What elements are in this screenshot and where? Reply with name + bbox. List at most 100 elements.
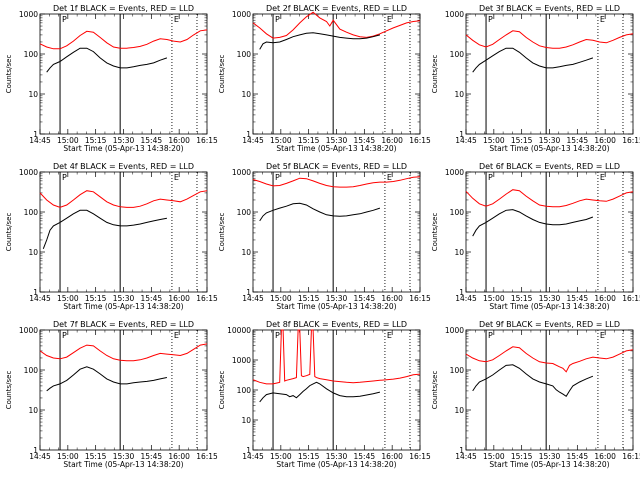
y-tick-label: 10 [454, 248, 464, 257]
y-axis-label: Counts/sec [218, 55, 226, 94]
x-axis-label: Start Time (05-Apr-13 14:38:20) [63, 144, 183, 153]
y-tick-label: 1000 [19, 10, 38, 19]
x-tick-label: 15:45 [141, 294, 163, 303]
x-tick-label: 15:45 [567, 452, 589, 461]
x-tick-label: 16:00 [594, 452, 616, 461]
x-tick-label: 16:15 [196, 136, 218, 145]
series-line-lld [252, 176, 421, 188]
x-axis-label: Start Time (05-Apr-13 14:38:20) [63, 460, 183, 469]
x-tick-label: 15:00 [57, 136, 79, 145]
series-line-lld [39, 190, 208, 208]
x-tick-label: 16:00 [381, 452, 403, 461]
x-tick-label: 16:15 [622, 136, 640, 145]
y-tick-label: 100 [237, 50, 252, 59]
y-axis-label: Counts/sec [218, 213, 226, 252]
chart-panel-3: Det 3f BLACK = Events, RED = LLD 1 10 100 10… [431, 4, 640, 153]
y-tick-label: 10 [454, 90, 464, 99]
x-tick-label: 14:45 [455, 452, 477, 461]
marker-label: E [387, 331, 392, 340]
marker-label: E [174, 173, 179, 182]
x-tick-label: 15:30 [113, 294, 135, 303]
x-tick-label: 15:00 [57, 294, 79, 303]
y-tick-label: 10 [28, 248, 38, 257]
x-tick-label: 16:00 [168, 294, 190, 303]
plot-frame [465, 329, 634, 451]
x-tick-label: 15:45 [354, 294, 376, 303]
chart-panel-1: Det 1f BLACK = Events, RED = LLD 1 10 100 10… [5, 4, 218, 153]
marker-label: E [387, 15, 392, 24]
x-tick-label: 15:45 [141, 452, 163, 461]
x-tick-label: 16:00 [594, 294, 616, 303]
x-axis-label: Start Time (05-Apr-13 14:38:20) [489, 460, 609, 469]
marker-label: P [275, 15, 280, 24]
y-tick-label: 1 [459, 446, 464, 455]
x-tick-label: 15:00 [270, 452, 292, 461]
chart-title: Det 2f BLACK = Events, RED = LLD [266, 4, 407, 13]
y-tick-label: 1 [246, 446, 251, 455]
marker-label: P [275, 331, 280, 340]
y-tick-label: 100 [237, 208, 252, 217]
y-tick-label: 100 [24, 208, 39, 217]
y-tick-label: 1000 [445, 326, 464, 335]
series-line-events [259, 202, 381, 222]
series-line-events [472, 47, 594, 73]
marker-label: E [387, 173, 392, 182]
series-line-lld [465, 346, 634, 373]
y-tick-label: 100 [24, 366, 39, 375]
x-tick-label: 16:00 [594, 136, 616, 145]
x-tick-label: 14:45 [29, 452, 51, 461]
y-axis-label: Counts/sec [218, 371, 226, 410]
x-tick-label: 16:15 [196, 294, 218, 303]
y-tick-label: 10 [241, 248, 251, 257]
y-tick-label: 1 [246, 288, 251, 297]
y-axis-label: Counts/sec [431, 55, 439, 94]
x-tick-label: 15:30 [539, 136, 561, 145]
x-tick-label: 14:45 [242, 294, 264, 303]
series-line-lld [252, 329, 421, 385]
y-tick-label: 1000 [232, 356, 251, 365]
y-tick-label: 100 [450, 208, 465, 217]
series-line-events [259, 32, 381, 50]
series-line-events [42, 209, 167, 249]
x-axis-label: Start Time (05-Apr-13 14:38:20) [63, 302, 183, 311]
y-tick-label: 100 [237, 386, 252, 395]
x-tick-label: 16:15 [409, 452, 431, 461]
chart-panel-7: Det 7f BLACK = Events, RED = LLD 1 10 100 10… [5, 320, 218, 469]
x-tick-label: 15:15 [85, 294, 107, 303]
plot-frame [465, 13, 634, 135]
marker-label: E [600, 173, 605, 182]
marker-label: E [174, 331, 179, 340]
y-axis-label: Counts/sec [5, 213, 13, 252]
chart-title: Det 9f BLACK = Events, RED = LLD [479, 320, 620, 329]
x-tick-label: 15:15 [298, 452, 320, 461]
x-tick-label: 16:15 [196, 452, 218, 461]
x-tick-label: 15:00 [57, 452, 79, 461]
marker-label: P [62, 173, 67, 182]
x-tick-label: 15:30 [326, 136, 348, 145]
x-tick-label: 15:45 [567, 136, 589, 145]
chart-panel-8: Det 8f BLACK = Events, RED = LLD 1 10 100 10… [218, 320, 431, 469]
y-tick-label: 1 [33, 130, 38, 139]
chart-title: Det 4f BLACK = Events, RED = LLD [53, 162, 194, 171]
x-tick-label: 15:00 [483, 136, 505, 145]
y-tick-label: 1000 [445, 168, 464, 177]
marker-label: P [488, 331, 493, 340]
plot-frame [252, 171, 421, 293]
y-tick-label: 1 [246, 130, 251, 139]
x-tick-label: 14:45 [29, 294, 51, 303]
x-tick-label: 14:45 [455, 136, 477, 145]
x-tick-label: 16:15 [409, 136, 431, 145]
series-line-lld [252, 11, 421, 39]
chart-panel-6: Det 6f BLACK = Events, RED = LLD 1 10 100 10… [431, 162, 640, 311]
chart-title: Det 7f BLACK = Events, RED = LLD [53, 320, 194, 329]
marker-label: E [174, 15, 179, 24]
plot-frame [252, 329, 421, 451]
chart-title: Det 6f BLACK = Events, RED = LLD [479, 162, 620, 171]
y-tick-label: 10 [28, 406, 38, 415]
y-axis-label: Counts/sec [5, 371, 13, 410]
plot-frame [39, 171, 208, 293]
x-tick-label: 15:15 [298, 294, 320, 303]
x-tick-label: 15:00 [483, 294, 505, 303]
plot-frame [252, 13, 421, 135]
